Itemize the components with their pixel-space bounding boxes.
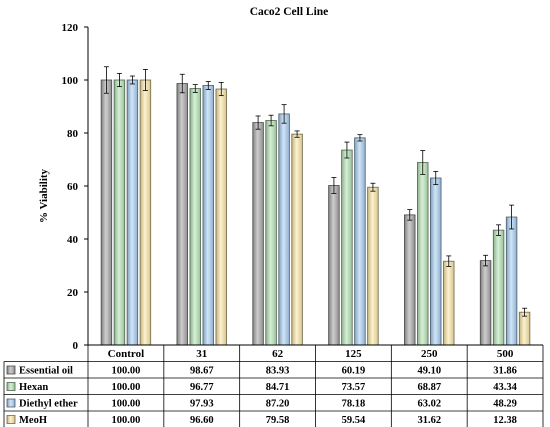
y-axis-label: % Viability: [38, 168, 50, 223]
table-value: 96.77: [190, 382, 214, 393]
series-name: Essential oil: [19, 366, 73, 377]
table-value: 100.00: [111, 415, 140, 426]
bar-diethyl-ether-62: [278, 113, 290, 346]
table-value: 68.87: [417, 382, 441, 393]
table-value: 49.10: [417, 366, 441, 377]
bar-diethyl-ether-control: [126, 79, 139, 346]
table-value: 84.71: [266, 382, 290, 393]
table-value: 100.00: [111, 366, 140, 377]
table-value: 59.54: [342, 415, 366, 426]
bar-meoh-125: [367, 186, 379, 346]
table-value: 43.34: [493, 382, 517, 393]
bar-meoh-62: [291, 133, 303, 346]
x-tick-label: 31: [196, 348, 207, 360]
bar-essential-oil-control: [100, 79, 113, 346]
x-tick-label: 250: [421, 348, 438, 360]
bar-diethyl-ether-500: [505, 216, 518, 346]
bar-meoh-250: [443, 260, 455, 346]
bar-hexan-125: [341, 149, 353, 346]
legend-swatch: [6, 415, 16, 424]
bar-hexan-control: [113, 79, 126, 346]
y-tick-label: 80: [67, 128, 79, 140]
y-tick-label: 60: [67, 181, 79, 193]
table-value: 79.58: [266, 415, 290, 426]
bar-meoh-control: [139, 79, 152, 346]
table-value: 97.93: [190, 399, 214, 410]
y-tick-label: 100: [62, 75, 79, 87]
bars-layer: [100, 66, 531, 346]
table-value: 60.19: [342, 366, 366, 377]
y-tick-label: 20: [67, 287, 79, 299]
table-value: 12.38: [493, 415, 517, 426]
bar-meoh-31: [215, 88, 227, 346]
bar-meoh-500: [518, 311, 531, 346]
table-value: 87.20: [266, 399, 290, 410]
bar-hexan-62: [265, 120, 277, 346]
table-value: 48.29: [493, 399, 517, 410]
series-name: MeoH: [19, 415, 47, 426]
x-tick-label: 125: [345, 348, 362, 360]
legend-swatch: [6, 398, 16, 408]
bar-essential-oil-500: [479, 260, 492, 346]
bar-hexan-31: [189, 88, 201, 346]
table-value: 63.02: [417, 399, 441, 410]
bar-diethyl-ether-31: [202, 85, 214, 346]
table-value: 31.86: [493, 366, 517, 377]
bar-essential-oil-250: [404, 214, 416, 346]
table-value: 73.57: [342, 382, 366, 393]
data-table: Control 31 62 125 250 500 Essential oil 100.00 9…: [3, 344, 544, 427]
bar-diethyl-ether-125: [354, 137, 366, 346]
y-tick-label: 120: [62, 22, 79, 34]
table-value: 78.18: [342, 399, 366, 410]
bar-essential-oil-31: [176, 83, 188, 346]
legend-swatch: [6, 365, 16, 375]
table-value: 98.67: [190, 366, 214, 377]
x-tick-label: 62: [272, 348, 284, 360]
x-tick-label: 500: [497, 348, 514, 360]
legend-swatch: [6, 382, 16, 391]
bar-hexan-250: [417, 162, 429, 346]
y-axis: 0 20 40 60 80 100 120: [62, 22, 89, 352]
series-name: Diethyl ether: [19, 399, 78, 410]
table-value: 100.00: [111, 399, 140, 410]
series-name: Hexan: [19, 382, 48, 393]
bar-hexan-500: [492, 229, 505, 346]
x-tick-label: Control: [108, 348, 144, 360]
bar-diethyl-ether-250: [430, 177, 442, 346]
y-tick-label: 40: [67, 234, 79, 246]
table-value: 96.60: [190, 415, 214, 426]
y-tick-label: 0: [73, 340, 79, 352]
table-value: 83.93: [266, 366, 290, 377]
chart-title: Caco2 Cell Line: [250, 6, 329, 18]
table-value: 100.00: [111, 382, 140, 393]
table-value: 31.62: [417, 415, 441, 426]
bar-essential-oil-62: [252, 122, 264, 346]
bar-essential-oil-125: [328, 185, 340, 346]
